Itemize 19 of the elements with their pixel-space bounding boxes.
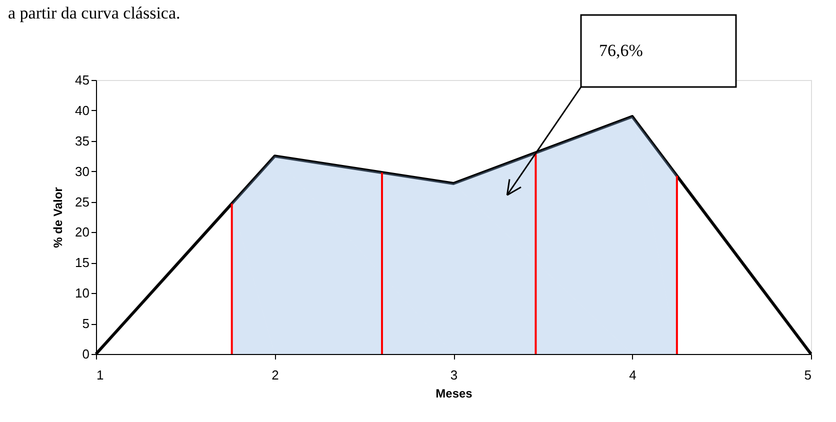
x-tick-label: 3	[450, 368, 458, 382]
y-tick-label: 10	[75, 286, 90, 301]
y-tick-label: 25	[75, 194, 90, 210]
y-tick-label: 45	[75, 72, 90, 88]
text: 76,6%	[599, 41, 643, 60]
y-tick-label: 5	[82, 316, 90, 332]
y-tick-label: 0	[82, 346, 90, 362]
y-tick-label: 30	[75, 164, 90, 179]
x-tick-label: 2	[272, 368, 279, 382]
y-tick-label: 40	[75, 102, 90, 118]
y-tick-label: 15	[75, 255, 90, 270]
x-axis-title: Meses	[436, 386, 473, 400]
x-tick-label: 1	[96, 368, 104, 382]
x-tick-label: 5	[804, 368, 812, 382]
y-tick-label: 20	[75, 224, 90, 240]
y-axis-title: % de Valor	[51, 186, 66, 248]
chart-title: a partir da curva clássica.	[8, 3, 180, 22]
x-tick-label: 4	[629, 368, 636, 382]
y-tick-label: 35	[75, 133, 90, 148]
